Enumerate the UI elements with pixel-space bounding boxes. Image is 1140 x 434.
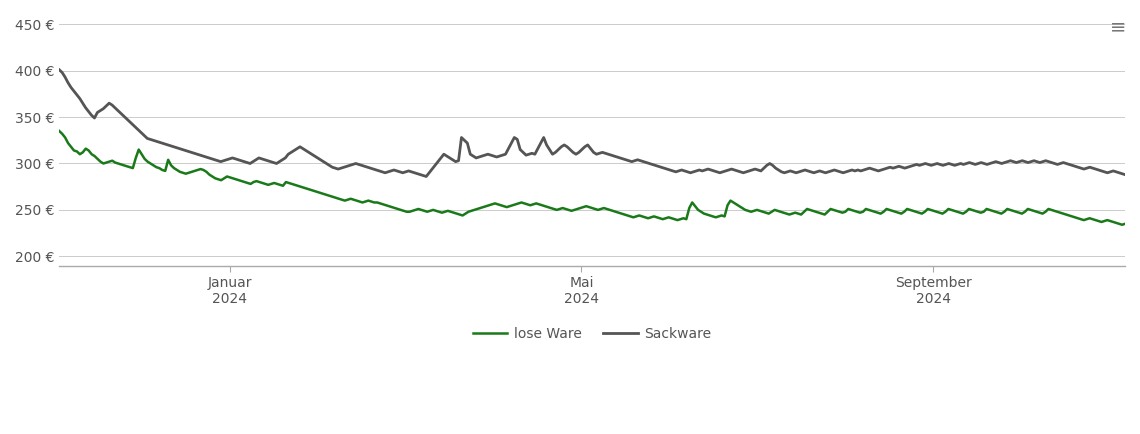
lose Ware — [862, 207, 876, 213]
lose Ware — [108, 160, 122, 165]
Line: lose Ware: lose Ware — [59, 131, 1125, 225]
Sackware — [804, 169, 817, 174]
lose Ware — [155, 168, 169, 173]
lose Ware — [311, 190, 325, 195]
lose Ware — [503, 204, 516, 209]
Sackware — [420, 174, 433, 179]
Sackware — [67, 89, 81, 94]
Sackware — [323, 163, 336, 168]
Legend: lose Ware, Sackware: lose Ware, Sackware — [467, 321, 717, 346]
lose Ware — [291, 183, 304, 188]
Line: Sackware: Sackware — [59, 70, 1125, 177]
Sackware — [194, 152, 207, 158]
lose Ware — [1118, 221, 1132, 227]
Sackware — [58, 75, 72, 80]
Text: ≡: ≡ — [1110, 17, 1126, 36]
Sackware — [52, 67, 66, 72]
lose Ware — [52, 128, 66, 134]
Sackware — [93, 108, 107, 113]
lose Ware — [1115, 222, 1129, 227]
Sackware — [1118, 172, 1132, 177]
